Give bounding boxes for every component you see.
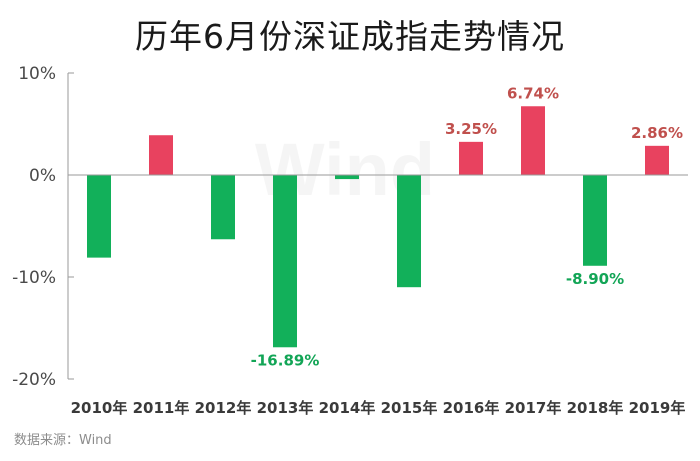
y-tick-label: 0% xyxy=(29,166,56,186)
bar-2013年 xyxy=(273,175,297,348)
y-tick-label: -10% xyxy=(12,268,56,288)
y-tick-label: -20% xyxy=(12,370,56,390)
bar-2015年 xyxy=(397,175,421,288)
x-tick-label: 2018年 xyxy=(567,399,624,417)
x-tick-label: 2014年 xyxy=(319,399,376,417)
x-tick-label: 2010年 xyxy=(71,399,128,417)
y-axis: 10% 0% -10% -20% xyxy=(12,64,74,390)
data-label: -16.89% xyxy=(251,351,320,369)
bar-2019年 xyxy=(645,145,669,175)
data-label: 2.86% xyxy=(631,124,683,142)
x-tick-label: 2011年 xyxy=(133,399,190,417)
data-source: 数据来源：Wind xyxy=(14,433,112,448)
data-labels: -16.89% 3.25% 6.74% -8.90% 2.86% xyxy=(251,84,683,369)
x-tick-label: 2017年 xyxy=(505,399,562,417)
x-tick-label: 2019年 xyxy=(629,399,686,417)
x-tick-label: 2016年 xyxy=(443,399,500,417)
y-tick-label: 10% xyxy=(18,64,56,84)
bar-2010年 xyxy=(87,175,111,258)
bar-2012年 xyxy=(211,175,235,240)
data-label: 3.25% xyxy=(445,120,497,138)
x-tick-label: 2015年 xyxy=(381,399,438,417)
bar-2011年 xyxy=(149,135,173,175)
bar-2014年 xyxy=(335,175,359,180)
data-label: 6.74% xyxy=(507,84,559,102)
bar-2017年 xyxy=(521,106,545,175)
chart-title: 历年6月份深证成指走势情况 xyxy=(135,17,565,56)
x-axis: 2010年 2011年 2012年 2013年 2014年 2015年 2016年 2017年… xyxy=(68,174,688,417)
bar-2016年 xyxy=(459,141,483,175)
x-tick-label: 2012年 xyxy=(195,399,252,417)
bars xyxy=(87,106,669,348)
data-label: -8.90% xyxy=(566,270,624,288)
bar-2018年 xyxy=(583,175,607,266)
x-tick-label: 2013年 xyxy=(257,399,314,417)
